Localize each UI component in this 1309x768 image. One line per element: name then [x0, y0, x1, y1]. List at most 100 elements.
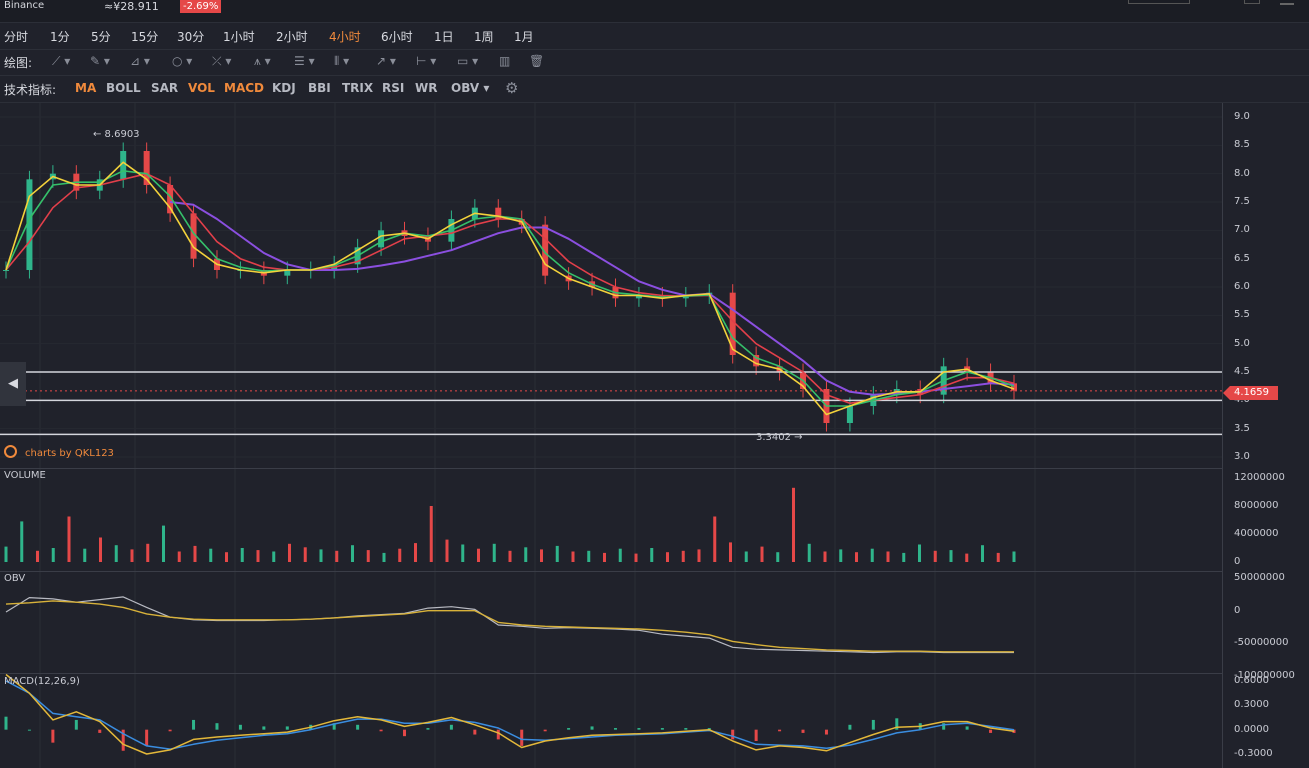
indicator-macd[interactable]: MACD	[224, 81, 264, 95]
macd-histogram-bar	[543, 729, 547, 732]
volume-bar	[823, 551, 827, 562]
interval-tab[interactable]: 1周	[474, 30, 494, 44]
indicator-rsi[interactable]: RSI	[382, 81, 405, 95]
candle-body	[143, 151, 150, 185]
trash-icon[interactable]: 🗑︎	[529, 54, 545, 68]
volume-axis-tick: 8000000	[1234, 500, 1279, 511]
interval-tab[interactable]: 30分	[177, 30, 205, 44]
interval-tab[interactable]: 2小时	[276, 30, 308, 44]
interval-tab-active[interactable]: 4小时	[329, 30, 361, 44]
indicator-boll[interactable]: BOLL	[106, 81, 141, 95]
indicator-wr[interactable]: WR	[415, 81, 438, 95]
macd-histogram-bar	[4, 716, 8, 730]
arrow-tool-icon[interactable]: ↗ ▾	[376, 54, 396, 68]
top-control[interactable]	[1128, 0, 1190, 4]
volume-bar	[729, 542, 732, 562]
candle-body	[846, 406, 853, 423]
measure-tool-icon[interactable]: ⤫ ▾	[212, 54, 232, 68]
volume-bar	[240, 548, 244, 562]
volume-bar	[776, 552, 780, 562]
settings-gear-icon[interactable]: ⚙	[505, 79, 519, 97]
macd-histogram-bar	[51, 729, 55, 743]
volume-bar	[650, 548, 654, 562]
chart-canvas[interactable]	[0, 103, 1222, 768]
interval-tab[interactable]: 15分	[131, 30, 159, 44]
chart-grid	[39, 103, 1136, 768]
volume-bar	[996, 552, 1000, 562]
volume-bar	[335, 550, 339, 562]
candle-body	[495, 207, 502, 219]
pattern-tool-icon[interactable]: ⩚ ▾	[254, 54, 271, 68]
price-axis-tick: 3.0	[1234, 451, 1250, 462]
change-badge: -2.69%	[180, 0, 222, 13]
indicator-ma[interactable]: MA	[75, 81, 97, 95]
candle-body	[167, 185, 174, 214]
volume-bar	[886, 551, 890, 562]
cny-price: ≈¥28.911	[104, 0, 159, 13]
volume-bar	[949, 550, 953, 562]
macd-panel	[4, 673, 1016, 755]
macd-histogram-bar	[895, 718, 899, 730]
interval-tab[interactable]: 1日	[434, 30, 454, 44]
price-axis-tick: 7.5	[1234, 196, 1250, 207]
volume-bar	[130, 549, 134, 562]
volume-bar	[398, 548, 402, 562]
trend-angle-icon[interactable]: ⊿ ▾	[130, 54, 150, 68]
macd-histogram-bar	[660, 728, 664, 730]
interval-tab[interactable]: 1分	[50, 30, 70, 44]
bar-chart-icon[interactable]: ▥	[499, 54, 511, 68]
macd-histogram-bar	[403, 729, 407, 737]
range-tool-icon[interactable]: ⊢ ▾	[416, 54, 437, 68]
volume-bar	[209, 548, 213, 562]
panel-title-obv: OBV	[4, 573, 26, 584]
price-axis-tick: 3.5	[1234, 422, 1250, 434]
indicator-bbi[interactable]: BBI	[308, 81, 331, 95]
obv-axis-tick: 50000000	[1234, 572, 1285, 583]
volume-bar	[965, 553, 969, 562]
price-panel	[0, 116, 1222, 458]
volume-bar	[429, 506, 433, 562]
macd-histogram-bar	[731, 729, 735, 740]
indicator-obv-dropdown[interactable]: OBV ▾	[451, 81, 490, 95]
macd-histogram-bar	[473, 729, 477, 735]
panel-title-volume: VOLUME	[4, 470, 46, 481]
volume-bar	[51, 548, 55, 562]
indicator-kdj[interactable]: KDJ	[272, 81, 296, 95]
candle-body	[120, 151, 127, 180]
macd-histogram-bar	[27, 729, 31, 731]
macd-histogram-bar	[684, 728, 688, 730]
macd-histogram-bar	[449, 724, 453, 730]
pen-tool-icon[interactable]: ✎ ▾	[90, 54, 110, 68]
price-axis-tick: 9.0	[1234, 111, 1250, 122]
close-icon[interactable]	[1280, 0, 1294, 5]
collapse-arrow-icon[interactable]: ◀	[0, 362, 26, 406]
macd-histogram-bar	[778, 729, 782, 732]
volume-bar	[225, 552, 228, 562]
circle-tool-icon[interactable]: ○ ▾	[172, 54, 193, 68]
price-axis: 9.08.58.07.57.06.56.05.55.04.54.03.53.01…	[1222, 103, 1309, 768]
candle-body	[753, 355, 760, 367]
macd-histogram-bar	[567, 728, 571, 730]
interval-tab[interactable]: 1小时	[223, 30, 255, 44]
indicator-sar[interactable]: SAR	[151, 81, 179, 95]
comment-tool-icon[interactable]: ▭ ▾	[457, 54, 479, 68]
volume-bar	[83, 548, 87, 562]
volume-bar	[603, 552, 606, 562]
line-tool-icon[interactable]: ⟋ ▾	[52, 54, 71, 68]
indicator-trix[interactable]: TRIX	[342, 81, 374, 95]
indicator-vol[interactable]: VOL	[188, 81, 215, 95]
interval-tab[interactable]: 5分	[91, 30, 111, 44]
interval-tab[interactable]: 分时	[4, 30, 29, 44]
vertical-lines-icon[interactable]: ⦀ ▾	[334, 54, 350, 68]
volume-bar	[618, 548, 622, 562]
obv-axis-tick: -50000000	[1234, 637, 1289, 649]
macd-histogram-bar	[824, 729, 828, 735]
price-axis-tick: 5.0	[1234, 337, 1250, 349]
fullscreen-icon[interactable]	[1244, 0, 1260, 4]
interval-tab[interactable]: 6小时	[381, 30, 413, 44]
volume-bar	[933, 550, 937, 562]
fib-tool-icon[interactable]: ☰ ▾	[294, 54, 315, 68]
ma10-line	[5, 170, 1015, 407]
interval-tab[interactable]: 1月	[514, 30, 534, 44]
price-axis-tick: 6.5	[1234, 252, 1250, 264]
